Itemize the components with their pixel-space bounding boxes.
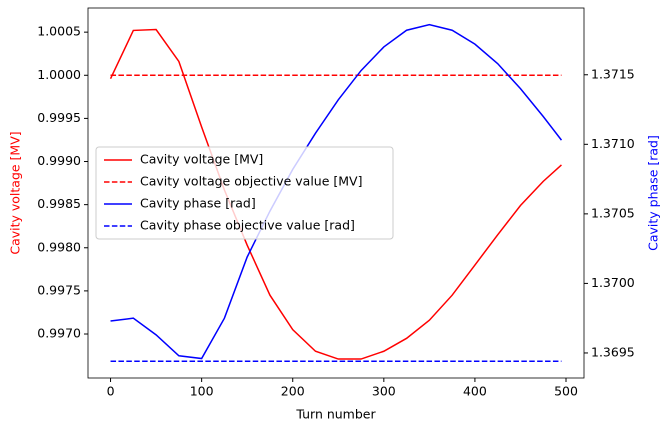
legend-box [95, 146, 394, 240]
x-tick-label: 400 [463, 384, 487, 399]
x-axis-label: Turn number [295, 407, 376, 422]
line-series [109, 28, 562, 360]
y-tick-label: 0.9980 [37, 239, 81, 254]
y2-tick-label: 1.3700 [591, 275, 635, 290]
legend-label: Cavity phase [rad] [140, 196, 256, 211]
line-series [110, 23, 563, 360]
y-tick-label: 0.9975 [37, 282, 81, 297]
y2-tick-label: 1.3710 [591, 136, 635, 151]
x-tick-label: 100 [190, 384, 214, 399]
y2-tick-label: 1.3715 [591, 66, 635, 81]
y2-tick-label: 1.3705 [591, 205, 635, 220]
x-tick-label: 300 [372, 384, 396, 399]
y-tick-label: 0.9970 [37, 326, 81, 341]
y2-tick-label: 1.3695 [591, 344, 635, 359]
y-tick-label: 0.9985 [37, 196, 81, 211]
legend-label: Cavity phase objective value [rad] [140, 218, 355, 233]
y-tick-label: 1.0005 [37, 24, 81, 39]
legend-label: Cavity voltage [MV] [140, 152, 263, 167]
x-tick-label: 200 [281, 384, 305, 399]
x-tick-label: 0 [107, 384, 115, 399]
y2-axis-label: Cavity phase [rad] [646, 135, 661, 251]
plot-frame [87, 7, 585, 379]
y-tick-label: 1.0000 [37, 67, 81, 82]
x-tick-label: 500 [554, 384, 578, 399]
y-axis-label: Cavity voltage [MV] [8, 131, 23, 254]
y-tick-label: 0.9995 [37, 110, 81, 125]
y-tick-label: 0.9990 [37, 153, 81, 168]
legend-label: Cavity voltage objective value [MV] [140, 174, 362, 189]
